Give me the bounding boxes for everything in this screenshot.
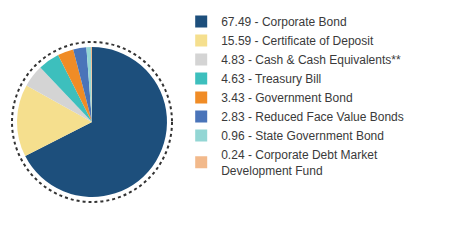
svg-text:2.83 - Reduced Face Value Bond: 2.83 - Reduced Face Value Bonds xyxy=(221,110,404,124)
svg-text:4.63 - Treasury Bill: 4.63 - Treasury Bill xyxy=(221,72,321,86)
svg-text:0.96 - State Government Bond: 0.96 - State Government Bond xyxy=(221,129,384,143)
svg-text:3.43 - Government Bond: 3.43 - Government Bond xyxy=(221,91,352,105)
svg-text:4.83 - Cash & Cash Equivalents: 4.83 - Cash & Cash Equivalents** xyxy=(221,53,401,67)
svg-text:15.59 - Certificate of Deposit: 15.59 - Certificate of Deposit xyxy=(221,34,374,48)
svg-text:0.24 - Corporate Debt MarketDe: 0.24 - Corporate Debt MarketDevelopment … xyxy=(221,148,378,178)
svg-text:67.49 - Corporate Bond: 67.49 - Corporate Bond xyxy=(221,15,346,29)
